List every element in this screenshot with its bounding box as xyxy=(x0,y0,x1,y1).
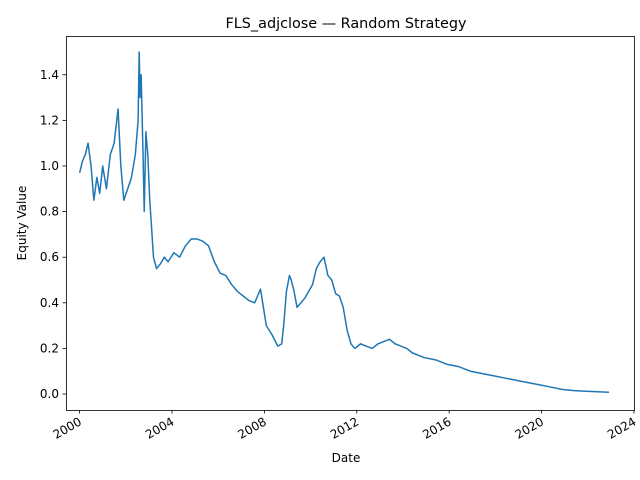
axes-frame xyxy=(66,36,635,411)
x-tick-label: 2000 xyxy=(51,414,84,441)
x-axis: 2000 2004 2008 2012 2016 2020 2024 xyxy=(51,410,639,442)
x-tick-label: 2016 xyxy=(420,414,453,441)
x-tick-label: 2008 xyxy=(235,414,268,441)
y-tick-label: 0.6 xyxy=(40,250,59,264)
y-tick-label: 1.4 xyxy=(40,68,59,82)
y-axis: 0.0 0.2 0.4 0.6 0.8 1.0 1.2 1.4 xyxy=(40,68,66,401)
x-axis-label: Date xyxy=(332,451,361,465)
y-tick-label: 0.4 xyxy=(40,296,59,310)
plot-area xyxy=(66,36,635,411)
series-line-0 xyxy=(78,51,609,393)
y-axis-label: Equity Value xyxy=(15,186,29,261)
y-tick-label: 0.8 xyxy=(40,205,59,219)
y-tick-label: 0.2 xyxy=(40,341,59,355)
x-tick-label: 2024 xyxy=(605,414,638,441)
y-tick-label: 1.0 xyxy=(40,159,59,173)
chart-title: FLS_adjclose — Random Strategy xyxy=(226,16,467,32)
series-line-group xyxy=(78,51,609,393)
x-tick-label: 2012 xyxy=(328,414,361,441)
y-tick-label: 1.2 xyxy=(40,113,59,127)
y-tick-label: 0.0 xyxy=(40,387,59,401)
x-tick-label: 2020 xyxy=(513,414,546,441)
x-tick-label: 2004 xyxy=(143,414,176,441)
